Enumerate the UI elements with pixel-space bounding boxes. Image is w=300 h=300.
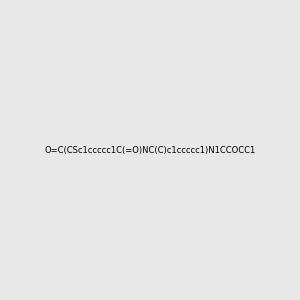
- Text: O=C(CSc1ccccc1C(=O)NC(C)c1ccccc1)N1CCOCC1: O=C(CSc1ccccc1C(=O)NC(C)c1ccccc1)N1CCOCC…: [44, 146, 256, 154]
